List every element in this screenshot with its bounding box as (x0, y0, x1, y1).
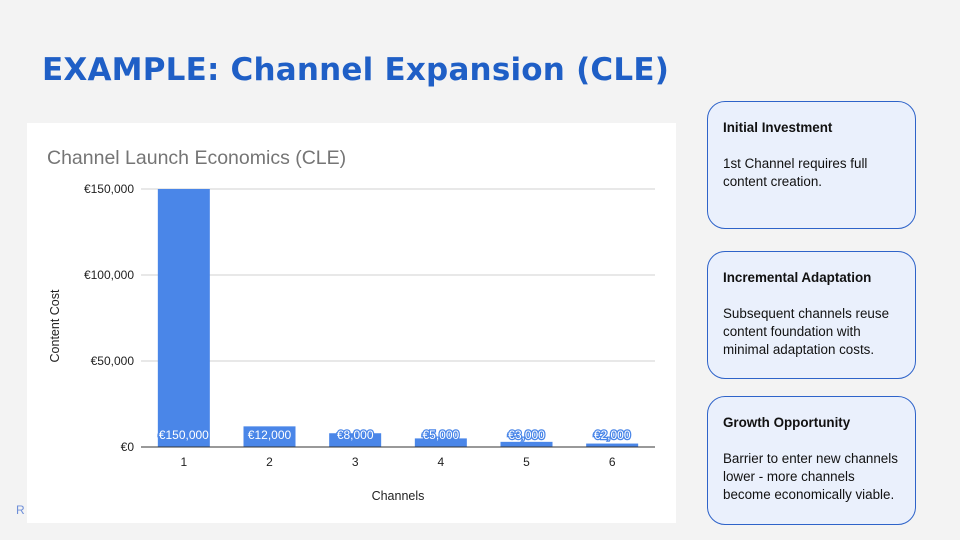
data-label: €2,000 (594, 428, 631, 442)
card-heading: Growth Opportunity (723, 415, 851, 430)
card-incremental-adaptation: Incremental Adaptation Subsequent channe… (707, 251, 916, 379)
x-tick-label: 4 (437, 455, 444, 469)
x-tick-label: 6 (609, 455, 616, 469)
data-label: €12,000 (248, 428, 292, 442)
bar (243, 426, 296, 447)
card-initial-investment: Initial Investment 1st Channel requires … (707, 101, 916, 229)
bar-chart: Channel Launch Economics (CLE) €0 €50,000 €… (47, 147, 655, 503)
footer-logo-mark: R (16, 503, 25, 517)
data-label: €3,000 (508, 428, 545, 442)
slide-title: EXAMPLE: Channel Expansion (CLE) (42, 52, 670, 88)
data-label: €150,000 (159, 428, 209, 442)
y-tick-label: €150,000 (84, 182, 134, 196)
data-label: €5,000 (422, 428, 459, 442)
card-body: 1st Channel requires full content creati… (723, 156, 868, 189)
bar (500, 441, 553, 447)
y-tick-label: €0 (121, 440, 135, 454)
card-heading: Incremental Adaptation (723, 270, 872, 285)
y-tick-label: €100,000 (84, 268, 134, 282)
y-axis-label: Content Cost (48, 289, 62, 362)
x-tick-label: 5 (523, 455, 530, 469)
x-axis-label: Channels (372, 489, 425, 503)
bar (414, 438, 467, 447)
card-body: Barrier to enter new channels lower - mo… (723, 451, 898, 502)
data-label: €8,000 (337, 428, 374, 442)
bar (586, 443, 639, 447)
card-heading: Initial Investment (723, 120, 833, 135)
x-tick-label: 3 (352, 455, 359, 469)
x-tick-label: 2 (266, 455, 273, 469)
bar (329, 433, 382, 447)
card-body: Subsequent channels reuse content founda… (723, 306, 890, 357)
y-tick-label: €50,000 (91, 354, 135, 368)
chart-title: Channel Launch Economics (CLE) (47, 147, 346, 169)
x-tick-label: 1 (180, 455, 187, 469)
chart-panel: Channel Launch Economics (CLE) €0 €50,000 €… (27, 123, 676, 523)
bar (157, 189, 210, 447)
card-growth-opportunity: Growth Opportunity Barrier to enter new … (707, 396, 916, 525)
